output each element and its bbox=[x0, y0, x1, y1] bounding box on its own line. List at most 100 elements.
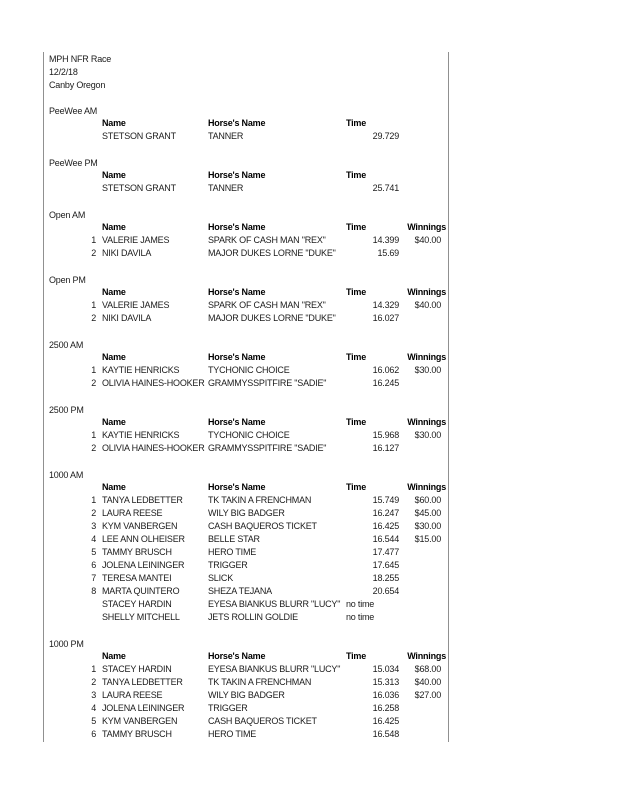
result-row: 2 OLIVIA HAINES-HOOKER GRAMMYSSPITFIRE "SA… bbox=[44, 377, 448, 390]
col-header-horse: Horse's Name bbox=[208, 222, 266, 232]
place-cell: 1 bbox=[91, 300, 96, 310]
col-header-horse: Horse's Name bbox=[208, 482, 266, 492]
col-header-name: Name bbox=[102, 170, 126, 180]
col-header-horse: Horse's Name bbox=[208, 287, 266, 297]
rider-name-cell: KAYTIE HENRICKS bbox=[102, 430, 180, 440]
winnings-cell: $60.00 bbox=[414, 495, 442, 505]
col-header-time: Time bbox=[346, 118, 367, 128]
col-header-winnings: Winnings bbox=[407, 482, 446, 492]
winnings-cell: $30.00 bbox=[414, 430, 442, 440]
col-header-horse: Horse's Name bbox=[208, 170, 266, 180]
column-header-row: Name Horse's Name Time Winnings bbox=[44, 286, 448, 299]
winnings-cell: $40.00 bbox=[414, 677, 442, 687]
rider-name-cell: TANYA LEDBETTER bbox=[102, 495, 183, 505]
col-header-name: Name bbox=[102, 352, 126, 362]
col-header-winnings: Winnings bbox=[407, 417, 446, 427]
rider-name-cell: NIKI DAVILA bbox=[102, 313, 152, 323]
column-header-row: Name Horse's Name Time Winnings bbox=[44, 351, 448, 364]
col-header-winnings: Winnings bbox=[407, 352, 446, 362]
place-cell: 8 bbox=[91, 586, 96, 596]
time-cell: 15.968 bbox=[372, 430, 400, 440]
section-2500-pm: 2500 PM Name Horse's Name Time Winnings 1 KAYT… bbox=[44, 403, 448, 455]
horse-name-cell: HERO TIME bbox=[208, 729, 257, 739]
column-header-row: Name Horse's Name Time Winnings bbox=[44, 416, 448, 429]
col-header-time: Time bbox=[346, 482, 367, 492]
time-cell: 15.749 bbox=[372, 495, 400, 505]
result-row: 3 LAURA REESE WILY BIG BADGER 16.036 $27.00 bbox=[44, 689, 448, 702]
place-cell: 1 bbox=[91, 365, 96, 375]
horse-name-cell: EYESA BIANKUS BLURR "LUCY" bbox=[208, 664, 341, 674]
time-cell: 16.258 bbox=[372, 703, 400, 713]
rider-name-cell: KYM VANBERGEN bbox=[102, 521, 178, 531]
horse-name-cell: MAJOR DUKES LORNE "DUKE" bbox=[208, 248, 336, 258]
place-cell: 3 bbox=[91, 690, 96, 700]
section-peewee-pm: PeeWee PM Name Horse's Name Time STETSON GRA… bbox=[44, 156, 448, 195]
rider-name-cell: JOLENA LEININGER bbox=[102, 703, 185, 713]
result-row: 1 VALERIE JAMES SPARK OF CASH MAN "REX" 14.… bbox=[44, 234, 448, 247]
rider-name-cell: STETSON GRANT bbox=[102, 131, 176, 141]
result-row: SHELLY MITCHELL JETS ROLLIN GOLDIE no time bbox=[44, 611, 448, 624]
rider-name-cell: LEE ANN OLHEISER bbox=[102, 534, 185, 544]
result-row: 2 NIKI DAVILA MAJOR DUKES LORNE "DUKE" 15.6… bbox=[44, 247, 448, 260]
results-sheet: MPH NFR Race 12/2/18 Canby Oregon PeeWee… bbox=[43, 52, 449, 742]
place-cell: 7 bbox=[91, 573, 96, 583]
place-cell: 1 bbox=[91, 235, 96, 245]
horse-name-cell: EYESA BIANKUS BLURR "LUCY" bbox=[208, 599, 341, 609]
col-header-name: Name bbox=[102, 287, 126, 297]
header-spacer bbox=[44, 91, 448, 104]
time-cell: 29.729 bbox=[372, 131, 400, 141]
rider-name-cell: STACEY HARDIN bbox=[102, 599, 172, 609]
time-cell: 16.027 bbox=[372, 313, 400, 323]
section-2500-am: 2500 AM Name Horse's Name Time Winnings 1 KAYT… bbox=[44, 338, 448, 390]
col-header-horse: Horse's Name bbox=[208, 352, 266, 362]
rider-name-cell: LAURA REESE bbox=[102, 690, 163, 700]
place-cell: 2 bbox=[91, 378, 96, 388]
doc-title: MPH NFR Race bbox=[49, 53, 112, 64]
time-cell: 16.425 bbox=[372, 716, 400, 726]
time-cell: 17.477 bbox=[372, 547, 400, 557]
horse-name-cell: SHEZA TEJANA bbox=[208, 586, 272, 596]
col-header-winnings: Winnings bbox=[407, 651, 446, 661]
col-header-time: Time bbox=[346, 352, 367, 362]
result-row: 7 TERESA MANTEI SLICK 18.255 bbox=[44, 572, 448, 585]
result-row: 1 KAYTIE HENRICKS TYCHONIC CHOICE 16.062 $30… bbox=[44, 364, 448, 377]
time-cell: no time bbox=[346, 612, 375, 622]
rider-name-cell: OLIVIA HAINES-HOOKER bbox=[102, 378, 205, 388]
horse-name-cell: JETS ROLLIN GOLDIE bbox=[208, 612, 298, 622]
col-header-name: Name bbox=[102, 482, 126, 492]
section-open-pm: Open PM Name Horse's Name Time Winnings 1 VALE… bbox=[44, 273, 448, 325]
section-title: PeeWee PM bbox=[49, 157, 98, 168]
rider-name-cell: OLIVIA HAINES-HOOKER bbox=[102, 443, 205, 453]
section-spacer bbox=[44, 260, 448, 273]
sections-container: PeeWee AM Name Horse's Name Time STETSON GRA… bbox=[44, 104, 448, 741]
time-cell: 16.036 bbox=[372, 690, 400, 700]
section-title: 2500 AM bbox=[49, 339, 84, 350]
result-row: 2 TANYA LEDBETTER TK TAKIN A FRENCHMAN 15.3… bbox=[44, 676, 448, 689]
result-row: 1 KAYTIE HENRICKS TYCHONIC CHOICE 15.968 $30… bbox=[44, 429, 448, 442]
horse-name-cell: SPARK OF CASH MAN "REX" bbox=[208, 235, 326, 245]
winnings-cell: $30.00 bbox=[414, 365, 442, 375]
time-cell: 17.645 bbox=[372, 560, 400, 570]
result-row: STETSON GRANT TANNER 25.741 bbox=[44, 182, 448, 195]
rider-name-cell: LAURA REESE bbox=[102, 508, 163, 518]
horse-name-cell: TANNER bbox=[208, 131, 244, 141]
horse-name-cell: TK TAKIN A FRENCHMAN bbox=[208, 495, 312, 505]
doc-date: 12/2/18 bbox=[49, 66, 78, 77]
col-header-winnings: Winnings bbox=[407, 287, 446, 297]
time-cell: 16.247 bbox=[372, 508, 400, 518]
winnings-cell: $40.00 bbox=[414, 300, 442, 310]
result-row: STETSON GRANT TANNER 29.729 bbox=[44, 130, 448, 143]
winnings-cell: $68.00 bbox=[414, 664, 442, 674]
doc-location: Canby Oregon bbox=[49, 79, 106, 90]
place-cell: 1 bbox=[91, 664, 96, 674]
rider-name-cell: MARTA QUINTERO bbox=[102, 586, 180, 596]
result-row: 4 LEE ANN OLHEISER BELLE STAR 16.544 $15.00 bbox=[44, 533, 448, 546]
column-header-row: Name Horse's Name Time Winnings bbox=[44, 221, 448, 234]
section-title: Open AM bbox=[49, 209, 86, 220]
result-row: 6 JOLENA LEININGER TRIGGER 17.645 bbox=[44, 559, 448, 572]
rider-name-cell: VALERIE JAMES bbox=[102, 300, 170, 310]
place-cell: 2 bbox=[91, 443, 96, 453]
time-cell: 14.399 bbox=[372, 235, 400, 245]
winnings-cell: $15.00 bbox=[414, 534, 442, 544]
section-title: Open PM bbox=[49, 274, 86, 285]
